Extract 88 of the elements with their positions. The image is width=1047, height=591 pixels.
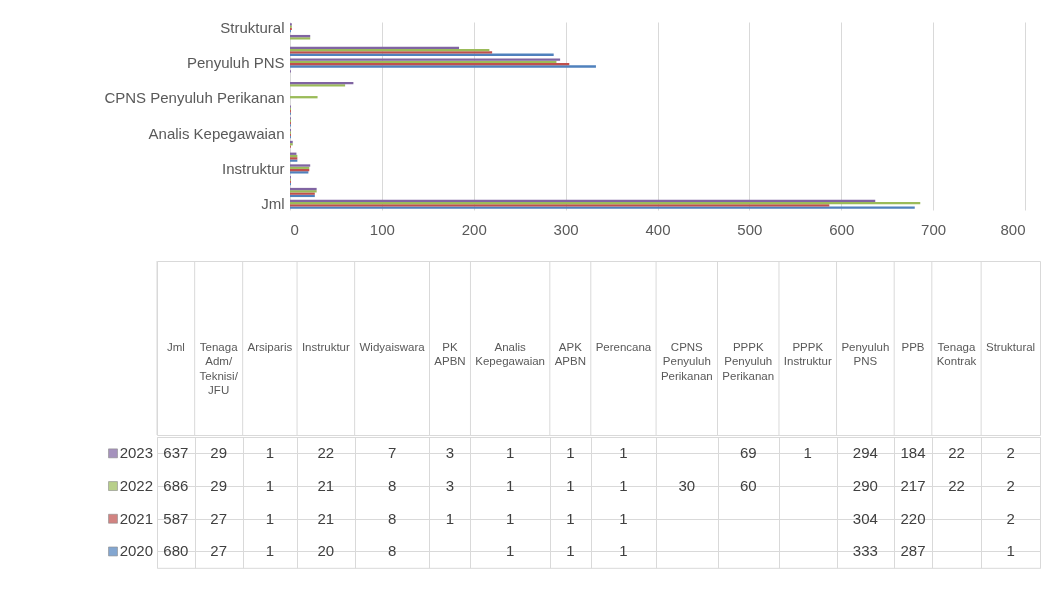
x-tick-label: PPB xyxy=(901,341,925,353)
data-label: 1 xyxy=(619,509,628,527)
y-tick-label: 2022 xyxy=(119,477,153,495)
data-label: 1 xyxy=(505,509,515,527)
data-label: 294 xyxy=(852,444,878,462)
data-label: 1 xyxy=(265,477,275,495)
x-tick-label: PPPK Instruktur xyxy=(783,341,832,368)
data-label: 27 xyxy=(210,542,228,560)
x-tick-label: 0 xyxy=(290,220,299,238)
data-label: 69 xyxy=(739,444,757,462)
data-label: 333 xyxy=(852,542,878,560)
data-label: 21 xyxy=(317,477,335,495)
data-label: 29 xyxy=(210,477,228,495)
x-tick-label: 500 xyxy=(737,220,763,238)
data-label: 1 xyxy=(505,477,515,495)
data-label: 60 xyxy=(739,477,757,495)
data-label: 1 xyxy=(619,542,628,560)
data-label: 1 xyxy=(265,542,275,560)
x-tick-label: Arsiparis xyxy=(247,341,293,353)
data-label: 2 xyxy=(1006,444,1015,462)
data-label: 1 xyxy=(803,444,812,462)
x-tick-label: Struktural xyxy=(985,341,1036,353)
data-label: 21 xyxy=(317,509,335,527)
x-tick-label: Instruktur xyxy=(301,341,350,353)
x-tick-label: 600 xyxy=(829,220,855,238)
x-tick-label: Analis Kepegawaian xyxy=(475,341,545,368)
data-label: 2 xyxy=(1006,477,1015,495)
x-tick-label: 100 xyxy=(369,220,395,238)
data-label: 287 xyxy=(900,542,926,560)
data-label: 220 xyxy=(900,509,926,527)
y-tick-label: Penyuluh PNS xyxy=(186,54,285,72)
data-label: 1 xyxy=(619,444,628,462)
data-label: 7 xyxy=(387,444,397,462)
x-tick-label: PPPK Penyuluh Perikanan xyxy=(722,341,775,382)
data-label: 1 xyxy=(265,509,275,527)
x-tick-label: PK APBN xyxy=(434,341,466,368)
x-tick-label: Perencana xyxy=(595,341,652,353)
data-label: 637 xyxy=(163,444,189,462)
data-label: 1 xyxy=(566,477,575,495)
data-label: 1 xyxy=(1006,542,1015,560)
data-label: 1 xyxy=(445,509,455,527)
data-label: 8 xyxy=(387,542,397,560)
data-label: 680 xyxy=(163,542,189,560)
y-tick-label: 2023 xyxy=(119,444,153,462)
x-tick-label: Tenaga Kontrak xyxy=(936,341,977,368)
x-tick-label: Widyaiswara xyxy=(359,341,426,353)
y-tick-label: CPNS Penyuluh Perikanan xyxy=(104,89,285,107)
x-tick-label: CPNS Penyuluh Perikanan xyxy=(660,341,713,382)
data-label: 3 xyxy=(445,444,455,462)
data-label: 1 xyxy=(265,444,275,462)
x-tick-label: Jml xyxy=(166,341,185,353)
data-label: 1 xyxy=(619,477,628,495)
x-tick-label: Tenaga Adm/Teknisi/JFU xyxy=(199,341,239,397)
x-tick-label: 700 xyxy=(921,220,947,238)
data-label: 22 xyxy=(948,477,965,495)
data-label: 8 xyxy=(387,477,397,495)
y-tick-label: 2021 xyxy=(119,509,153,527)
x-tick-label: 800 xyxy=(1000,220,1026,238)
x-tick-label: Penyuluh PNS xyxy=(841,341,890,368)
data-label: 20 xyxy=(317,542,335,560)
data-label: 686 xyxy=(163,477,189,495)
data-label: 29 xyxy=(210,444,228,462)
x-tick-label: APK APBN xyxy=(554,341,586,368)
data-label: 1 xyxy=(505,444,515,462)
data-label: 1 xyxy=(566,509,575,527)
data-label: 1 xyxy=(566,444,575,462)
x-tick-label: 200 xyxy=(461,220,487,238)
data-label: 27 xyxy=(210,509,228,527)
data-label: 2 xyxy=(1006,509,1015,527)
y-tick-label: Struktural xyxy=(220,18,285,36)
data-label: 22 xyxy=(317,444,335,462)
data-label: 290 xyxy=(852,477,878,495)
data-label: 3 xyxy=(445,477,455,495)
data-label: 8 xyxy=(387,509,397,527)
data-label: 1 xyxy=(505,542,515,560)
data-label: 184 xyxy=(900,444,926,462)
y-tick-label: Jml xyxy=(261,195,285,213)
data-label: 217 xyxy=(900,477,926,495)
y-tick-label: 2020 xyxy=(119,542,153,560)
data-label: 304 xyxy=(852,509,878,527)
data-label: 587 xyxy=(163,509,189,527)
x-tick-label: 300 xyxy=(553,220,579,238)
y-tick-label: Analis Kepegawaian xyxy=(148,124,285,142)
data-label: 30 xyxy=(678,477,696,495)
data-label: 22 xyxy=(948,444,965,462)
y-tick-label: Instruktur xyxy=(221,159,285,177)
x-tick-label: 400 xyxy=(645,220,671,238)
data-label: 1 xyxy=(566,542,575,560)
